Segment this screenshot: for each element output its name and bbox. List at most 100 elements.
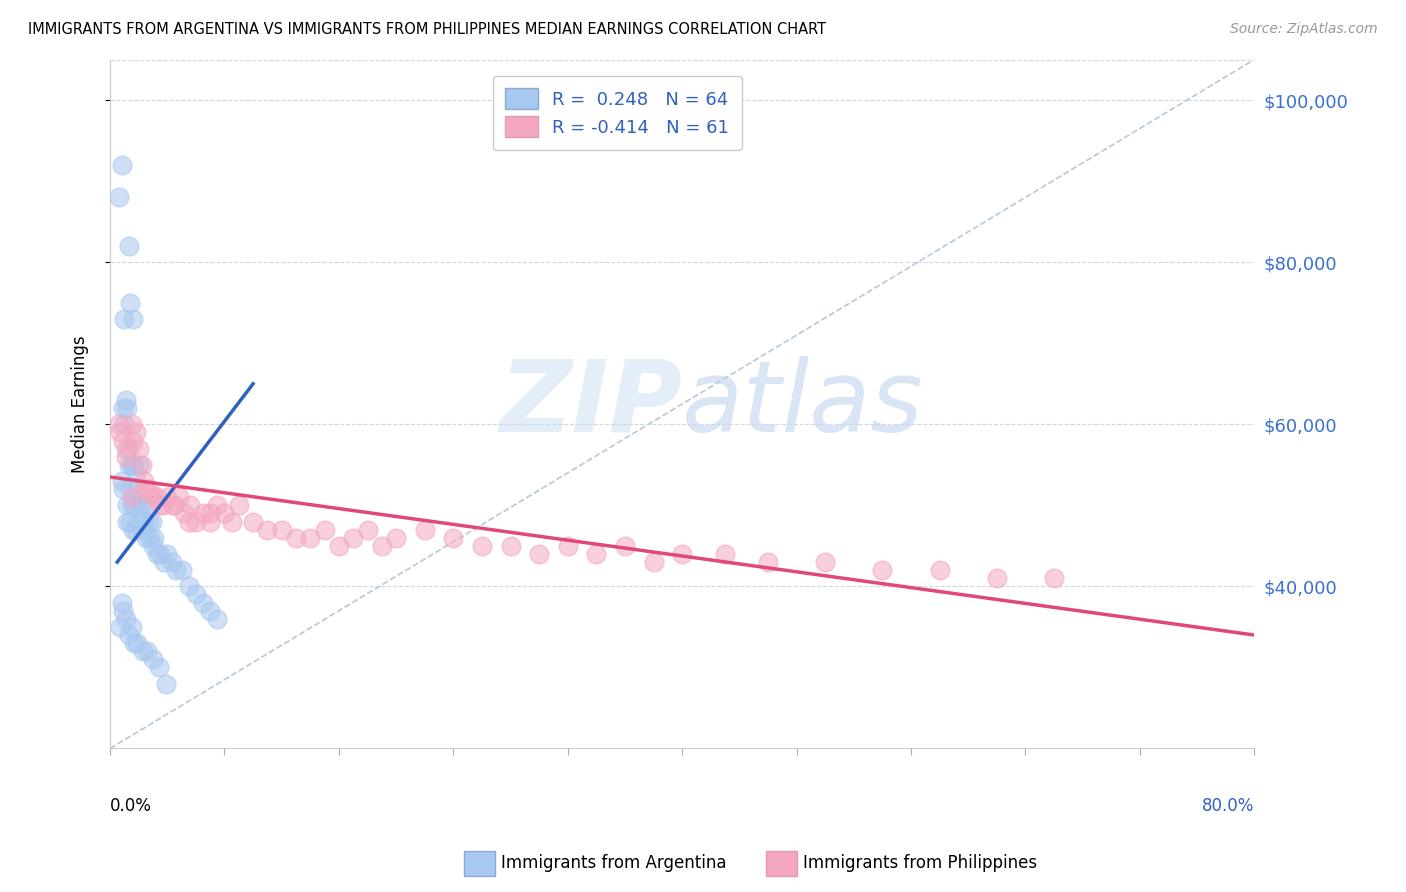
Point	[121, 499, 143, 513]
Point	[120, 482, 142, 496]
Point	[142, 539, 165, 553]
Point	[122, 458, 145, 472]
Point	[131, 458, 153, 472]
Point	[125, 425, 148, 440]
Point	[134, 515, 156, 529]
Point	[122, 434, 145, 448]
Point	[207, 499, 229, 513]
Legend: R =  0.248   N = 64, R = -0.414   N = 61: R = 0.248 N = 64, R = -0.414 N = 61	[492, 76, 742, 150]
Point	[163, 499, 186, 513]
Point	[928, 563, 950, 577]
Point	[131, 499, 153, 513]
Point	[118, 458, 141, 472]
Point	[114, 612, 136, 626]
Point	[270, 523, 292, 537]
Point	[128, 515, 150, 529]
Point	[114, 392, 136, 407]
Point	[127, 636, 149, 650]
Point	[108, 620, 131, 634]
Point	[111, 434, 134, 448]
Point	[115, 499, 138, 513]
Text: 80.0%: 80.0%	[1202, 797, 1254, 814]
Point	[228, 499, 250, 513]
Point	[142, 652, 165, 666]
Text: IMMIGRANTS FROM ARGENTINA VS IMMIGRANTS FROM PHILIPPINES MEDIAN EARNINGS CORRELA: IMMIGRANTS FROM ARGENTINA VS IMMIGRANTS …	[28, 22, 827, 37]
Point	[191, 596, 214, 610]
Point	[142, 490, 165, 504]
Point	[179, 499, 201, 513]
Point	[118, 628, 141, 642]
Point	[114, 450, 136, 464]
Point	[441, 531, 464, 545]
Point	[135, 531, 157, 545]
Point	[342, 531, 364, 545]
Point	[198, 515, 221, 529]
Point	[125, 466, 148, 480]
Point	[221, 515, 243, 529]
Point	[114, 442, 136, 456]
Point	[115, 515, 138, 529]
Point	[122, 523, 145, 537]
Point	[714, 547, 737, 561]
Point	[111, 482, 134, 496]
Point	[162, 499, 184, 513]
Point	[129, 499, 152, 513]
Point	[328, 539, 350, 553]
Point	[170, 563, 193, 577]
Point	[125, 523, 148, 537]
Point	[756, 555, 779, 569]
Point	[499, 539, 522, 553]
Point	[148, 660, 170, 674]
Point	[112, 417, 135, 432]
Point	[136, 644, 159, 658]
Text: Immigrants from Argentina: Immigrants from Argentina	[501, 855, 725, 872]
Point	[156, 490, 179, 504]
Point	[131, 523, 153, 537]
Point	[165, 563, 187, 577]
Point	[413, 523, 436, 537]
Point	[107, 417, 129, 432]
Point	[184, 515, 207, 529]
Point	[872, 563, 894, 577]
Point	[127, 482, 149, 496]
Point	[198, 507, 221, 521]
Point	[124, 499, 146, 513]
Point	[299, 531, 322, 545]
Point	[121, 620, 143, 634]
Text: Immigrants from Philippines: Immigrants from Philippines	[803, 855, 1038, 872]
Point	[146, 490, 169, 504]
Point	[152, 499, 174, 513]
Point	[118, 442, 141, 456]
Point	[112, 312, 135, 326]
Point	[111, 401, 134, 416]
Point	[141, 515, 163, 529]
Point	[134, 474, 156, 488]
Point	[111, 604, 134, 618]
Point	[671, 547, 693, 561]
Point	[128, 458, 150, 472]
Point	[110, 596, 132, 610]
Text: ZIP: ZIP	[499, 356, 682, 452]
Point	[139, 531, 162, 545]
Point	[107, 190, 129, 204]
Point	[1043, 571, 1066, 585]
Point	[128, 442, 150, 456]
Text: atlas: atlas	[682, 356, 924, 452]
Point	[986, 571, 1008, 585]
Point	[356, 523, 378, 537]
Point	[184, 587, 207, 601]
Point	[120, 295, 142, 310]
Text: Source: ZipAtlas.com: Source: ZipAtlas.com	[1230, 22, 1378, 37]
Point	[121, 458, 143, 472]
Point	[124, 636, 146, 650]
Point	[814, 555, 837, 569]
Point	[613, 539, 636, 553]
Point	[242, 515, 264, 529]
Point	[153, 555, 176, 569]
Point	[214, 507, 236, 521]
Y-axis label: Median Earnings: Median Earnings	[72, 335, 89, 473]
Point	[155, 676, 177, 690]
Point	[385, 531, 408, 545]
Point	[256, 523, 278, 537]
Point	[118, 239, 141, 253]
